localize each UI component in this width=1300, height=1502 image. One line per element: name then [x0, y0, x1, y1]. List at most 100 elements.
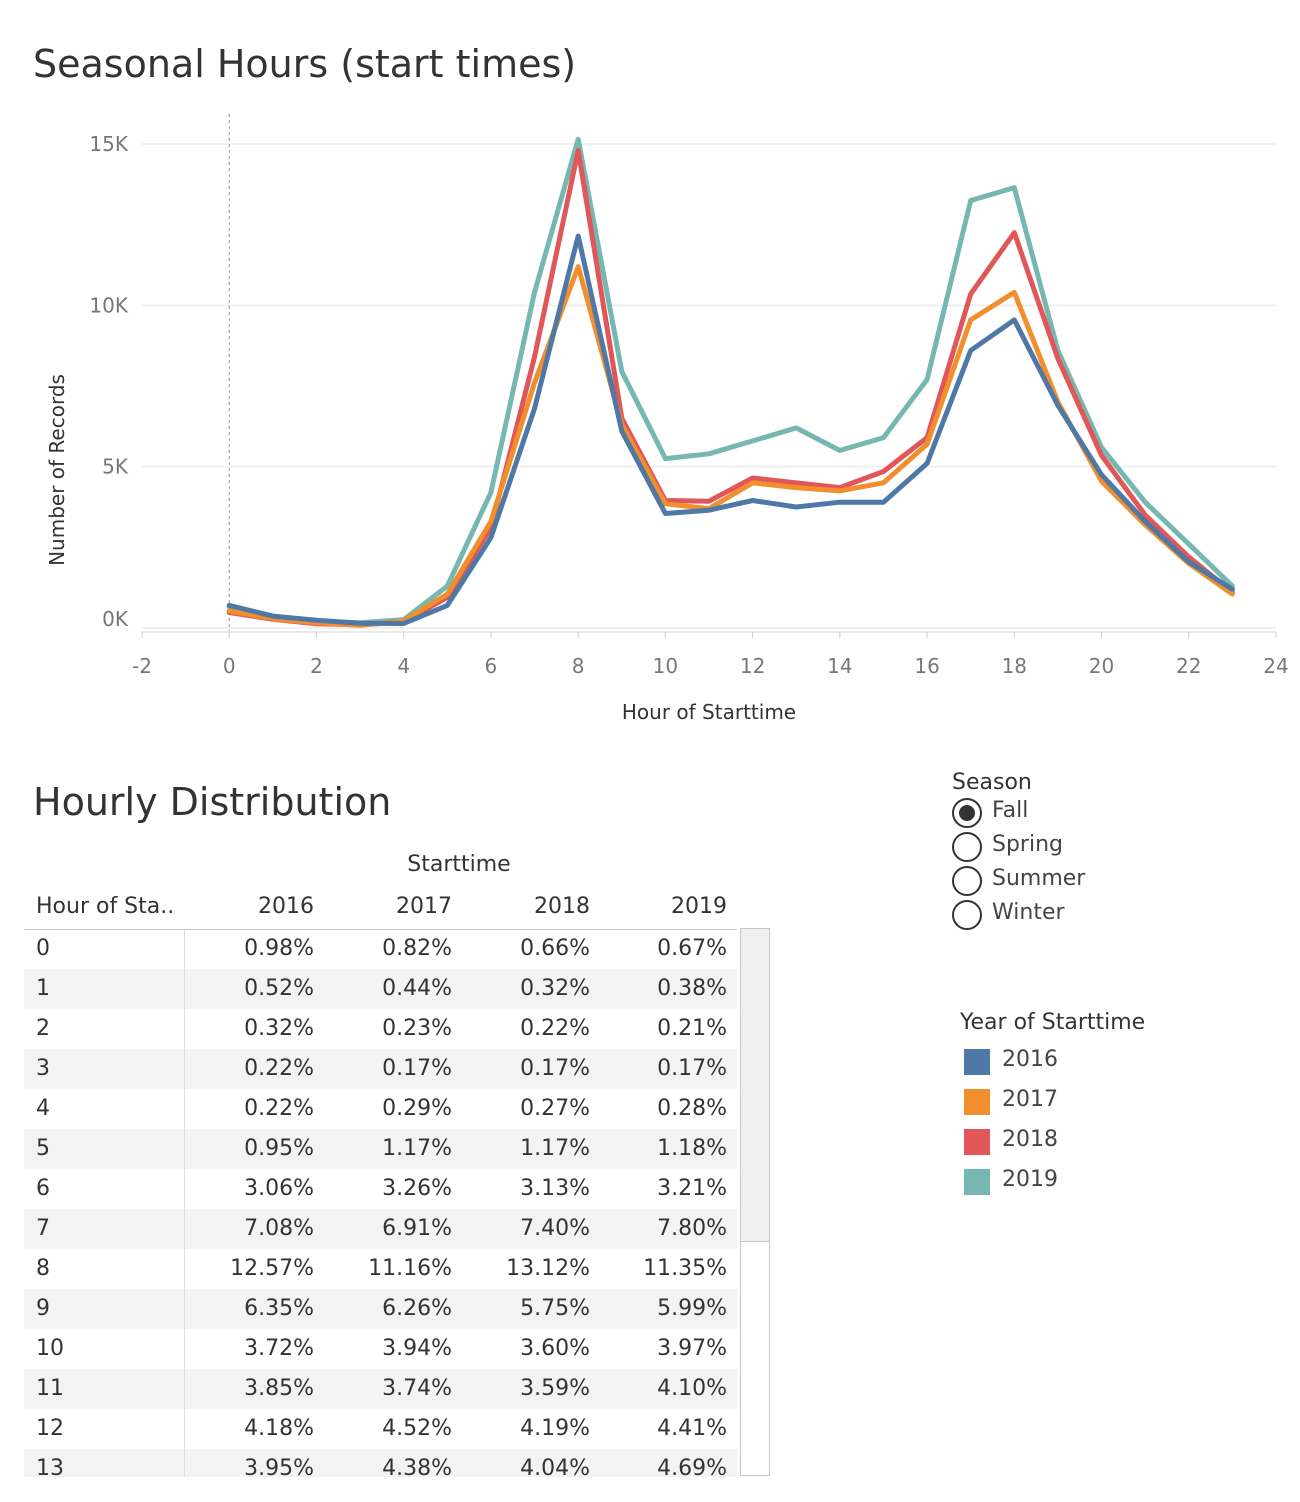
column-header-2016[interactable]: 2016: [258, 894, 314, 919]
table-cell-2017: 0.17%: [382, 1056, 452, 1081]
table-cell-2019: 0.67%: [657, 936, 727, 961]
row-hour-label: 6: [36, 1176, 50, 1201]
x-tick-label: 4: [397, 654, 410, 678]
x-tick-label: 2: [310, 654, 323, 678]
table-title: Hourly Distribution: [33, 780, 392, 824]
table-cell-2016: 0.95%: [244, 1136, 314, 1161]
legend-item-2017[interactable]: 2017: [960, 1081, 1145, 1121]
table-cell-2016: 6.35%: [244, 1296, 314, 1321]
row-hour-label: 11: [36, 1376, 64, 1401]
table-cell-2016: 7.08%: [244, 1216, 314, 1241]
table-cell-2016: 3.72%: [244, 1336, 314, 1361]
table-cell-2018: 3.60%: [520, 1336, 590, 1361]
table-cell-2016: 0.32%: [244, 1016, 314, 1041]
table-row: 11 3.85% 3.74% 3.59% 4.10%: [24, 1369, 737, 1409]
table-cell-2018: 3.13%: [520, 1176, 590, 1201]
series-line-2016[interactable]: [226, 233, 1235, 626]
legend-label: 2018: [1002, 1127, 1058, 1152]
year-legend-title: Year of Starttime: [960, 1010, 1146, 1035]
series-line-2018[interactable]: [226, 148, 1235, 628]
row-hour-label: 10: [36, 1336, 64, 1361]
row-hour-label: 13: [36, 1456, 64, 1477]
radio-button[interactable]: [952, 866, 982, 896]
table-cell-2019: 4.10%: [657, 1376, 727, 1401]
table-cell-2018: 7.40%: [520, 1216, 590, 1241]
season-option-label: Winter: [992, 900, 1065, 925]
legend-item-2016[interactable]: 2016: [960, 1041, 1145, 1081]
column-header-2018[interactable]: 2018: [534, 894, 590, 919]
radio-button[interactable]: [952, 900, 982, 930]
row-hour-label: 5: [36, 1136, 50, 1161]
y-tick-label: 10K: [89, 293, 128, 317]
table-cell-2017: 3.94%: [382, 1336, 452, 1361]
table-cell-2017: 3.26%: [382, 1176, 452, 1201]
x-tick-label: 22: [1176, 654, 1201, 678]
table-row: 9 6.35% 6.26% 5.75% 5.99%: [24, 1289, 737, 1329]
table-cell-2019: 0.21%: [657, 1016, 727, 1041]
season-option-fall[interactable]: Fall: [952, 795, 1032, 829]
table-row: 12 4.18% 4.52% 4.19% 4.41%: [24, 1409, 737, 1449]
x-tick-label: 14: [827, 654, 852, 678]
season-option-summer[interactable]: Summer: [952, 863, 1085, 897]
row-hour-label: 12: [36, 1416, 64, 1441]
table-cell-2018: 0.66%: [520, 936, 590, 961]
y-tick-label: 5K: [102, 455, 129, 479]
season-option-winter[interactable]: Winter: [952, 897, 1065, 931]
series-line-2019[interactable]: [226, 136, 1235, 626]
table-cell-2016: 0.22%: [244, 1056, 314, 1081]
season-option-label: Fall: [992, 798, 1029, 823]
x-tick-label: 12: [740, 654, 765, 678]
x-tick-label: 16: [914, 654, 939, 678]
table-cell-2016: 3.95%: [244, 1456, 314, 1477]
table-cell-2017: 1.17%: [382, 1136, 452, 1161]
table-cell-2019: 5.99%: [657, 1296, 727, 1321]
table-cell-2017: 4.52%: [382, 1416, 452, 1441]
table-cell-2017: 11.16%: [368, 1256, 452, 1281]
x-tick-label: -2: [132, 654, 152, 678]
row-hour-label: 3: [36, 1056, 50, 1081]
row-header-label[interactable]: Hour of Sta..: [36, 894, 175, 919]
table-cell-2019: 4.69%: [657, 1456, 727, 1477]
table-cell-2017: 3.74%: [382, 1376, 452, 1401]
table-scrollbar[interactable]: [740, 928, 770, 1476]
season-option-spring[interactable]: Spring: [952, 829, 1063, 863]
scrollbar-thumb[interactable]: [741, 929, 769, 1242]
table-cell-2016: 0.52%: [244, 976, 314, 1001]
table-cell-2019: 0.38%: [657, 976, 727, 1001]
x-tick-label: 10: [653, 654, 678, 678]
legend-item-2018[interactable]: 2018: [960, 1121, 1145, 1161]
header-divider: [24, 929, 184, 930]
x-tick-label: 20: [1089, 654, 1114, 678]
season-filter: Season Fall Spring Summer Winter: [952, 770, 1085, 931]
column-header-2017[interactable]: 2017: [396, 894, 452, 919]
table-cell-2018: 13.12%: [506, 1256, 590, 1281]
table-cell-2018: 0.27%: [520, 1096, 590, 1121]
table-cell-2019: 1.18%: [657, 1136, 727, 1161]
table-row: 10 3.72% 3.94% 3.60% 3.97%: [24, 1329, 737, 1369]
table-cell-2017: 4.38%: [382, 1456, 452, 1477]
x-tick-label: 8: [572, 654, 585, 678]
hourly-distribution-table: Starttime Hour of Sta.. 2016 2017 2018 2…: [24, 852, 770, 1477]
row-hour-label: 7: [36, 1216, 50, 1241]
season-option-label: Spring: [992, 832, 1063, 857]
row-hour-label: 4: [36, 1096, 50, 1121]
column-header-2019[interactable]: 2019: [671, 894, 727, 919]
legend-label: 2016: [1002, 1047, 1058, 1072]
table-row: 2 0.32% 0.23% 0.22% 0.21%: [24, 1009, 737, 1049]
y-tick-label: 0K: [102, 607, 129, 631]
table-row: 5 0.95% 1.17% 1.17% 1.18%: [24, 1129, 737, 1169]
radio-button[interactable]: [952, 798, 982, 828]
table-cell-2017: 6.26%: [382, 1296, 452, 1321]
table-cell-2016: 3.85%: [244, 1376, 314, 1401]
table-cell-2019: 4.41%: [657, 1416, 727, 1441]
table-row: 1 0.52% 0.44% 0.32% 0.38%: [24, 969, 737, 1009]
table-cell-2018: 1.17%: [520, 1136, 590, 1161]
table-cell-2017: 0.23%: [382, 1016, 452, 1041]
table-cell-2019: 3.97%: [657, 1336, 727, 1361]
table-cell-2016: 0.98%: [244, 936, 314, 961]
radio-button[interactable]: [952, 832, 982, 862]
legend-item-2019[interactable]: 2019: [960, 1161, 1145, 1201]
table-cell-2018: 0.17%: [520, 1056, 590, 1081]
table-cell-2017: 0.44%: [382, 976, 452, 1001]
